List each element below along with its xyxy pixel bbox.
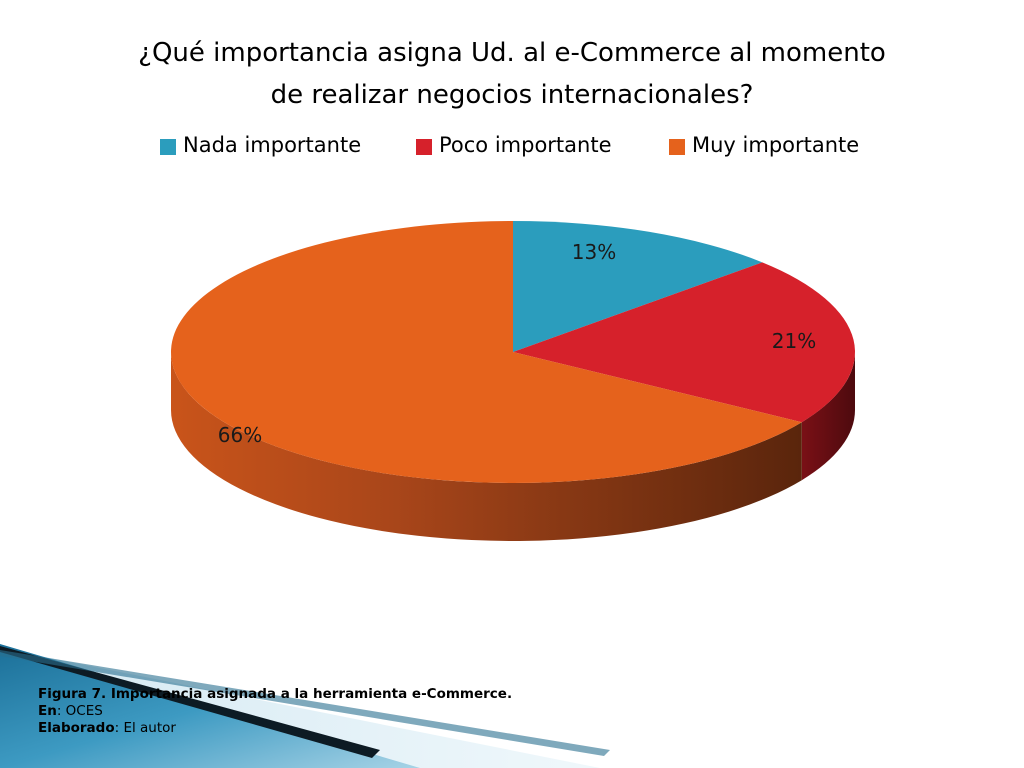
legend-label-poco: Poco importante bbox=[439, 133, 612, 157]
caption-line3-label: Elaborado bbox=[38, 720, 115, 736]
pie-sides bbox=[171, 352, 855, 541]
pie-side-poco bbox=[801, 352, 855, 481]
data-label-nada: 13% bbox=[572, 240, 616, 264]
chart-title-line1: ¿Qué importancia asigna Ud. al e-Commerc… bbox=[138, 38, 886, 68]
legend-item-poco: Poco importante bbox=[416, 131, 612, 159]
chart-title-line2: de realizar negocios internacionales? bbox=[270, 80, 754, 110]
data-label-muy: 66% bbox=[218, 423, 262, 447]
pie-slice-muy bbox=[170, 221, 802, 483]
caption-line1: Figura 7. Importancia asignada a la herr… bbox=[38, 686, 513, 702]
legend-label-muy: Muy importante bbox=[692, 133, 860, 157]
pie-side-muy bbox=[171, 352, 802, 541]
legend-swatch-muy bbox=[669, 138, 685, 155]
pie-slice-poco bbox=[513, 262, 855, 423]
legend-item-muy: Muy importante bbox=[669, 131, 859, 159]
decorative-corner-graphic bbox=[0, 644, 610, 768]
pie-labels: 13% 21% 66% bbox=[218, 240, 816, 447]
legend-item-nada: Nada importante bbox=[160, 131, 361, 159]
caption-line2-label: En bbox=[38, 703, 57, 719]
caption-line2-value: : OCES bbox=[56, 703, 103, 719]
pie-slice-nada bbox=[513, 221, 763, 352]
legend-label-nada: Nada importante bbox=[183, 133, 362, 157]
pie-tops bbox=[170, 221, 855, 483]
legend-swatch-poco bbox=[416, 138, 432, 155]
legend-swatch-nada bbox=[160, 138, 176, 155]
chart-title: ¿Qué importancia asigna Ud. al e-Commerc… bbox=[0, 32, 1024, 116]
data-label-poco: 21% bbox=[772, 329, 816, 353]
figure-caption: Figura 7. Importancia asignada a la herr… bbox=[38, 686, 512, 737]
caption-line3-value: : El autor bbox=[114, 720, 176, 736]
